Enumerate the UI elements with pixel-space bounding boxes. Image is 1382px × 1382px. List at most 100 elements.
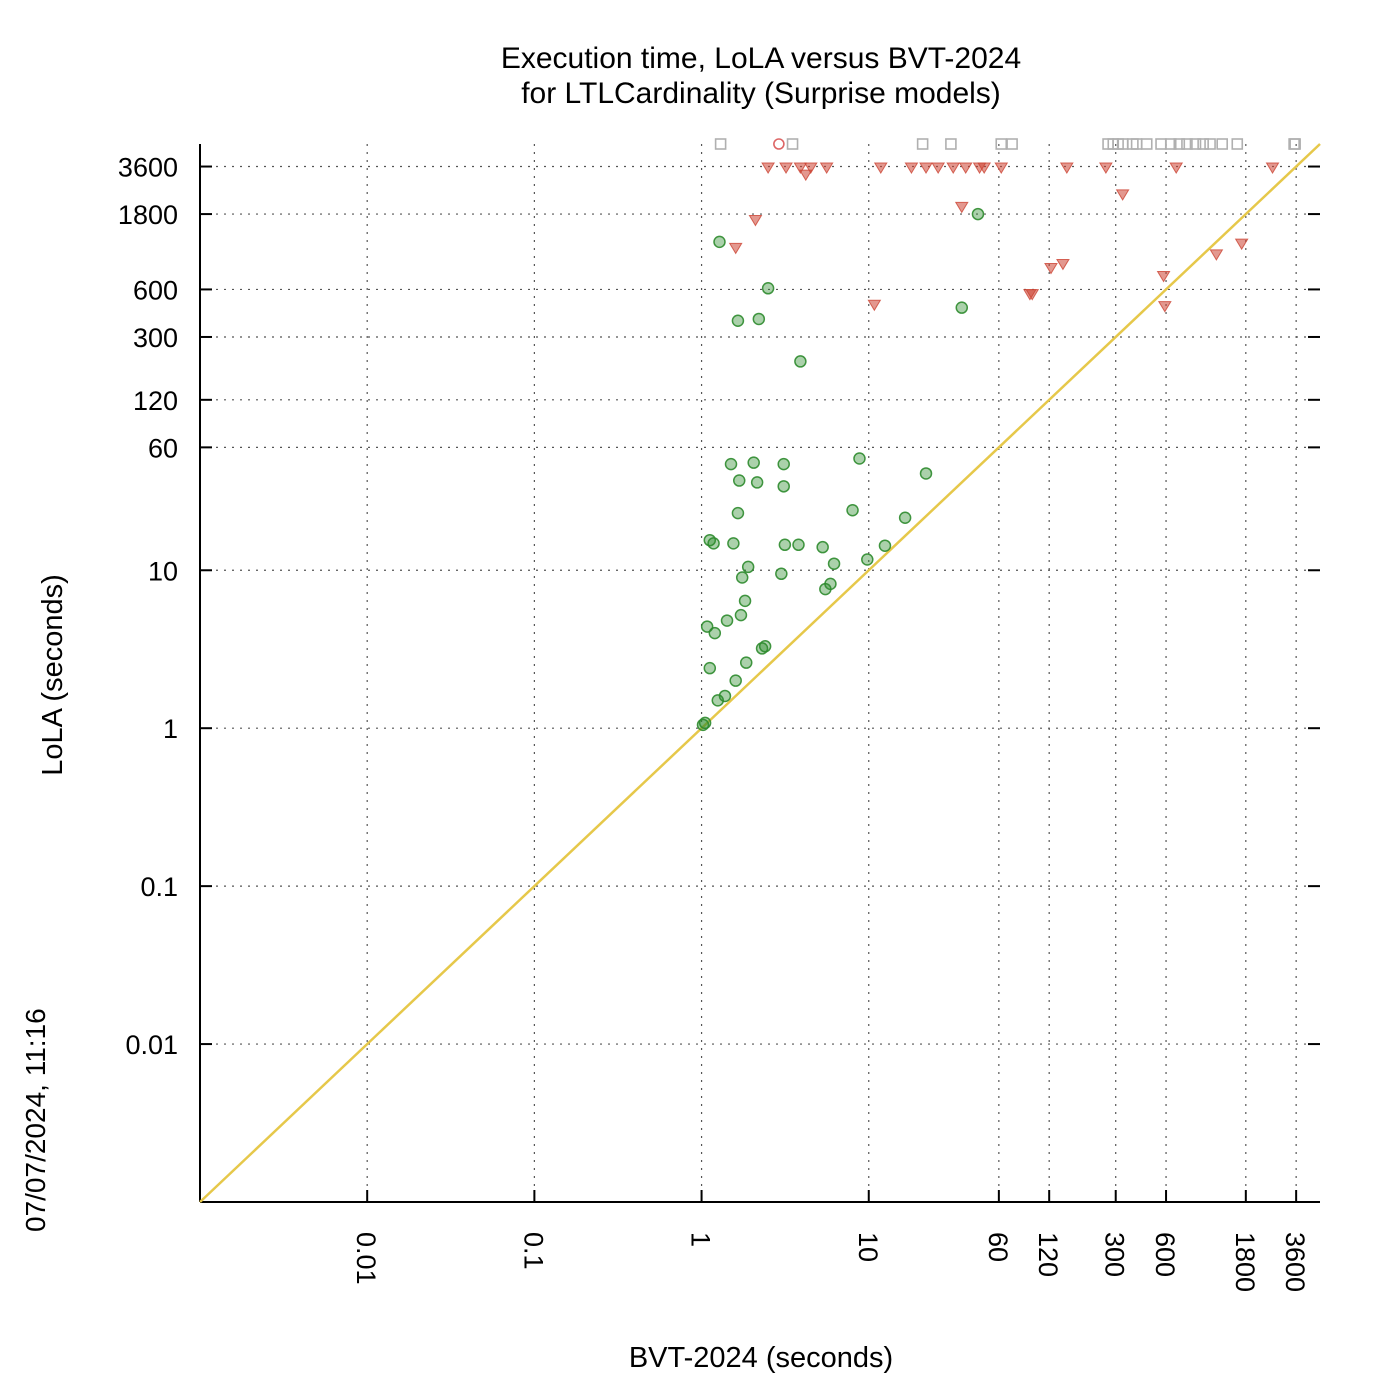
data-point-triangle [977,162,992,174]
data-point-circle [775,567,788,581]
data-point-triangle [873,162,888,174]
data-point-triangle [761,162,775,174]
data-point-triangle [1044,263,1058,275]
data-point-triangle [1234,238,1249,251]
x-tick-label: 1 [686,1232,716,1247]
data-point-circle [750,476,764,489]
grid-lines [200,144,1320,1202]
data-point-triangle [1056,258,1070,271]
data-point-circle [729,674,742,687]
data-point-circle [731,314,745,328]
data-point-open-square [995,138,1008,150]
data-point-triangle [958,162,973,174]
y-tick-label: 1 [163,714,178,744]
y-tick-label: 0.1 [140,872,178,902]
data-point-triangle [919,162,933,174]
data-point-triangle [793,162,808,174]
data-point-open-square [916,138,929,150]
data-point-open-square [1140,138,1153,150]
data-point-triangle [1157,301,1172,313]
data-point-open-square [945,138,957,150]
y-tick-label: 600 [133,275,178,305]
data-point-circle [955,301,969,314]
chart-title: Execution time, LoLA versus BVT-2024 [501,42,1021,75]
data-point-circle [853,452,866,465]
data-point-circle [747,456,760,469]
data-point-open-square [1130,138,1143,150]
x-tick-label: 3600 [1280,1232,1310,1292]
data-point-circle [827,557,841,570]
y-tick-label: 3600 [118,153,178,183]
x-tick-label: 10 [853,1232,883,1262]
data-point-triangle [1265,162,1280,174]
data-point-circle [777,480,790,493]
data-point-triangle [1025,289,1040,301]
data-point-circle [724,457,738,471]
data-point-circle [734,608,748,622]
x-tick-label: 0.1 [518,1232,548,1270]
data-point-triangle [904,162,919,174]
data-point-circle [741,560,755,574]
data-point-circle [758,640,772,653]
data-point-circle [778,538,792,552]
data-point-triangle [1156,270,1171,283]
data-point-open-square [1197,138,1209,150]
data-point-open-square [1204,138,1216,150]
data-point-circle [861,553,874,566]
data-point-circle [919,467,933,480]
data-point-circle [718,689,732,703]
x-tick-label: 60 [983,1232,1013,1262]
data-point-circle [792,538,805,552]
y-tick-label: 120 [133,386,178,416]
data-point-circle [703,661,717,675]
data-point-triangle [728,242,743,255]
axis-ticks: 0.01 0.1 1 10 60 120 300 600 1800 3600 0.01 0.1 1 10 6… [118,153,1320,1292]
data-point-open-square [1006,138,1018,150]
data-point-triangle [1169,162,1184,174]
data-point-triangle [1209,249,1224,261]
data-point-triangle [931,162,946,174]
data-point-circle [816,540,829,554]
data-point-circle [739,656,753,669]
data-point-circle [731,506,745,520]
y-tick-label: 1800 [118,200,178,230]
data-point-triangle [1059,162,1074,174]
data-point-triangle [779,162,793,174]
data-point-circle [732,474,746,487]
data-point-triangle [954,201,969,214]
data-point-circle [735,571,749,584]
data-point-open-square [1189,138,1202,150]
data-point-circle [708,626,722,640]
x-tick-label: 0.01 [351,1232,381,1285]
timestamp: 07/07/2024, 11:16 [20,1008,51,1232]
data-point-open-square [786,138,799,150]
data-point-open-square [1231,138,1244,150]
y-axis-label: LoLA (seconds) [37,574,69,776]
data-point-open-circle [773,138,785,150]
data-point-circle [794,355,807,368]
diagonal-reference-line [199,143,1321,1203]
data-point-circle [898,511,912,525]
data-point-circle [713,235,726,249]
data-point-circle [846,503,859,517]
data-point-triangle [946,162,961,174]
data-point-circle [698,716,712,730]
data-point-circle [720,614,734,627]
data-point-triangle [1115,189,1130,201]
data-point-circle [738,594,752,608]
data-point-circle [707,537,720,550]
data-point-triangle [1099,162,1113,174]
data-point-triangle [803,162,818,174]
data-point-circle [752,312,766,326]
x-tick-label: 1800 [1230,1232,1260,1292]
data-point-circle [727,537,740,550]
y-tick-label: 300 [133,323,178,353]
data-point-open-square [1127,138,1139,150]
x-tick-label: 600 [1150,1232,1180,1277]
data-point-open-square [1164,138,1177,150]
data-point-triangle [748,215,763,227]
data-point-triangle [867,299,882,312]
data-points [696,138,1301,732]
data-point-triangle [994,162,1009,174]
